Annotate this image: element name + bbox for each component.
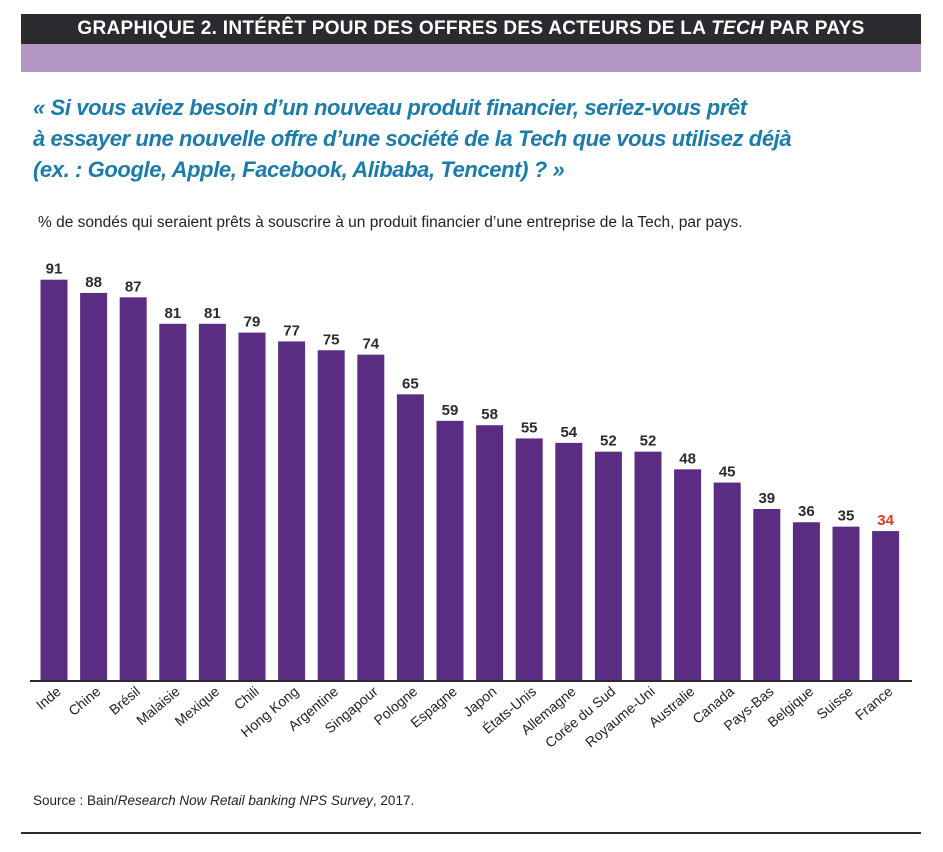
category-label-mexique: Mexique <box>172 683 223 729</box>
bar-japon <box>476 425 504 681</box>
category-label-france: France <box>852 683 896 723</box>
data-label-canada: 45 <box>719 464 736 481</box>
bar-coree-du-sud <box>594 451 622 681</box>
bar-chili <box>238 332 266 681</box>
data-label-allemagne: 54 <box>560 424 577 441</box>
data-label-bresil: 87 <box>125 278 142 295</box>
data-label-japon: 58 <box>481 406 498 423</box>
chart-title-suffix: PAR PAYS <box>764 18 865 39</box>
source-prefix: Source : Bain/ <box>33 793 118 808</box>
category-label-inde: Inde <box>33 683 64 713</box>
bar-singapour <box>357 354 385 681</box>
data-label-belgique: 36 <box>798 503 815 520</box>
bar-royaume-uni <box>634 451 662 681</box>
bar-chine <box>80 292 108 681</box>
bar-allemagne <box>555 442 583 681</box>
data-label-chili: 79 <box>244 314 261 331</box>
data-label-argentine: 75 <box>323 331 340 348</box>
survey-question-line-3: (ex. : Google, Apple, Facebook, Alibaba,… <box>33 157 565 182</box>
data-label-inde: 91 <box>46 261 63 278</box>
data-label-espagne: 59 <box>442 402 459 419</box>
data-label-mexique: 81 <box>204 305 221 322</box>
data-label-royaume-uni: 52 <box>640 433 657 450</box>
bar-argentine <box>317 350 345 681</box>
bar-malaisie <box>159 323 187 681</box>
survey-question-line-2: à essayer une nouvelle offre d’une socié… <box>33 126 792 151</box>
chart-title-prefix: GRAPHIQUE 2. INTÉRÊT POUR DES OFFRES DES… <box>77 18 712 39</box>
survey-question-line-1: « Si vous aviez besoin d’un nouveau prod… <box>33 95 747 120</box>
bar-australie <box>674 469 702 681</box>
data-label-chine: 88 <box>85 274 102 291</box>
bar-bresil <box>119 297 147 681</box>
chart-title-italic: TECH <box>711 18 765 39</box>
bar-belgique <box>792 522 820 681</box>
data-label-suisse: 35 <box>838 508 855 525</box>
category-label-suisse: Suisse <box>813 683 856 722</box>
bar-inde <box>40 279 68 681</box>
source-note: Source : Bain/Research Now Retail bankin… <box>33 793 414 808</box>
data-label-singapour: 74 <box>362 336 379 353</box>
data-label-france: 34 <box>877 512 894 529</box>
data-label-pays-bas: 39 <box>758 490 775 507</box>
survey-question: « Si vous aviez besoin d’un nouveau prod… <box>33 92 893 185</box>
bottom-rule <box>21 832 921 834</box>
bar-chart: 91Inde88Chine87Brésil81Malaisie81Mexique… <box>30 261 912 751</box>
data-label-pologne: 65 <box>402 375 419 392</box>
category-label-chine: Chine <box>65 683 103 719</box>
category-label-chili: Chili <box>231 683 262 713</box>
bar-hong-kong <box>278 341 306 681</box>
source-suffix: , 2017. <box>372 793 415 808</box>
source-survey-name: Research Now Retail banking NPS Survey <box>117 793 373 808</box>
data-label-australie: 48 <box>679 450 696 467</box>
chart-title-bar: GRAPHIQUE 2. INTÉRÊT POUR DES OFFRES DES… <box>21 14 921 44</box>
bar-pologne <box>396 394 424 681</box>
bar-suisse <box>832 526 860 681</box>
chart-subtitle: % de sondés qui seraient prêts à souscri… <box>38 214 743 231</box>
data-label-coree-du-sud: 52 <box>600 433 617 450</box>
bar-espagne <box>436 420 464 681</box>
data-label-hong-kong: 77 <box>283 322 300 339</box>
data-label-etats-unis: 55 <box>521 419 538 436</box>
bar-mexique <box>198 323 226 681</box>
data-label-malaisie: 81 <box>164 305 181 322</box>
bar-france <box>872 531 900 681</box>
bar-pays-bas <box>753 509 781 681</box>
bar-canada <box>713 482 741 681</box>
title-accent-band <box>21 44 921 72</box>
bar-etats-unis <box>515 438 543 681</box>
